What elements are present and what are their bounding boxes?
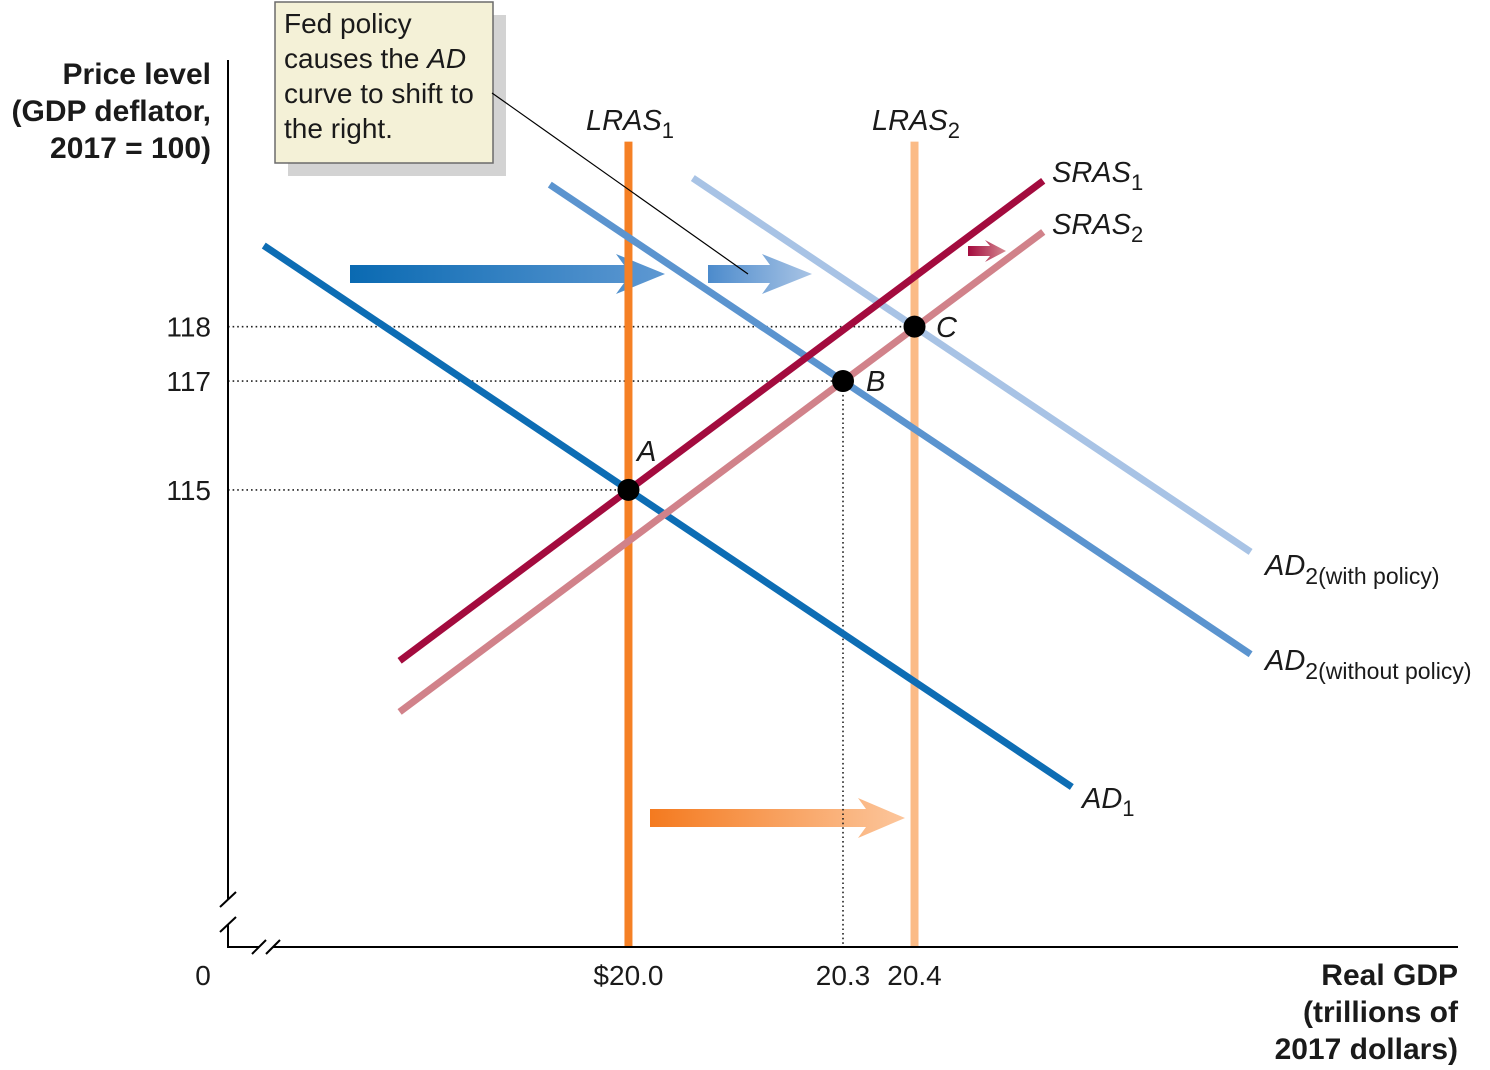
equilibrium-points [617, 315, 926, 501]
guide-lines [228, 325, 915, 947]
x-axis-title-line: (trillions of [1303, 996, 1459, 1029]
x-axis-title: Real GDP (trillions of 2017 dollars) [1275, 959, 1459, 1066]
sras2-label: SRAS2 [1052, 209, 1143, 247]
shift-arrows [350, 240, 1006, 838]
callout-line: the right. [284, 113, 393, 144]
x-axis-break-mark [251, 939, 267, 955]
ad1-label: AD1 [1080, 783, 1135, 821]
callout: Fed policy causes the AD curve to shift … [274, 1, 749, 275]
callout-box [274, 1, 494, 164]
ad1-label-subscript: 1 [1122, 796, 1134, 821]
ad-shift-arrow [350, 254, 665, 294]
sras2-label-subscript: 2 [1131, 222, 1143, 247]
callout-line: curve to shift to [284, 78, 474, 109]
callout-line-text: causes the [284, 43, 427, 74]
ad2-without-policy-label: AD2(without policy) [1263, 645, 1471, 684]
x-tick-label: $20.0 [593, 960, 663, 991]
sras1-label: SRAS1 [1052, 157, 1143, 195]
ad-policy-shift-arrow [708, 254, 812, 294]
ad2-without-policy-label-subscript: 2(without policy) [1305, 658, 1471, 684]
lras2-label-subscript: 2 [948, 118, 960, 143]
origin-label: 0 [195, 960, 211, 991]
x-tick-label: 20.4 [887, 960, 942, 991]
y-axis-break-mark [219, 891, 237, 908]
curves [261, 141, 1253, 947]
sras-shift-arrow [968, 240, 1006, 262]
ad2-with-policy-label-subscript: 2(with policy) [1305, 563, 1439, 589]
y-axis-title: Price level (GDP deflator, 2017 = 100) [12, 58, 211, 165]
sras1-label-subscript: 1 [1131, 170, 1143, 195]
lras1-label: LRAS1 [586, 105, 674, 143]
ad2-with-policy-label-main: AD [1263, 550, 1305, 582]
y-axis-title-line: (GDP deflator, [12, 95, 211, 128]
x-tick-label: 20.3 [816, 960, 871, 991]
curve-sras-2 [397, 229, 1046, 715]
point-labels: A B C [635, 312, 958, 468]
callout-line: Fed policy [284, 8, 412, 39]
sras1-label-main: SRAS [1052, 157, 1132, 189]
sras2-label-main: SRAS [1052, 209, 1132, 241]
x-axis-title-line: 2017 dollars) [1275, 1033, 1458, 1066]
point-label-c: C [936, 312, 958, 344]
curve-labels: LRAS1 LRAS2 AD2(with policy) AD2(without… [586, 105, 1471, 821]
equilibrium-point-a [617, 478, 640, 501]
curve-ad-2-without-policy [547, 181, 1253, 658]
equilibrium-point-b [832, 370, 854, 393]
y-tick-label: 115 [166, 475, 211, 506]
x-axis-break-mark [265, 939, 281, 955]
point-label-b: B [866, 366, 885, 398]
curve-ad-2-with-policy [690, 175, 1253, 555]
lras1-label-main: LRAS [586, 105, 662, 137]
ad2-with-policy-label: AD2(with policy) [1263, 550, 1440, 589]
lras2-label: LRAS2 [872, 105, 960, 143]
axes [219, 60, 1458, 955]
y-axis-break-mark [219, 916, 237, 933]
lras2-label-main: LRAS [872, 105, 948, 137]
ad2-without-policy-label-main: AD [1263, 645, 1305, 677]
y-axis-title-line: 2017 = 100) [50, 132, 211, 165]
callout-leader-line [491, 92, 749, 275]
y-tick-label: 118 [166, 312, 211, 343]
lras-shift-arrow [650, 798, 905, 838]
y-tick-label: 117 [166, 366, 211, 397]
equilibrium-point-c [903, 315, 926, 338]
ad1-label-main: AD [1080, 783, 1122, 815]
callout-line: causes the AD [284, 43, 466, 74]
curve-sras-1 [397, 178, 1046, 664]
lras1-label-subscript: 1 [662, 118, 674, 143]
callout-ad-term: AD [425, 43, 466, 74]
x-axis-title-line: Real GDP [1321, 959, 1458, 992]
point-label-a: A [635, 436, 656, 468]
tick-labels: $20.0 20.3 20.4 118 117 115 [166, 312, 941, 991]
y-axis-title-line: Price level [63, 58, 211, 91]
